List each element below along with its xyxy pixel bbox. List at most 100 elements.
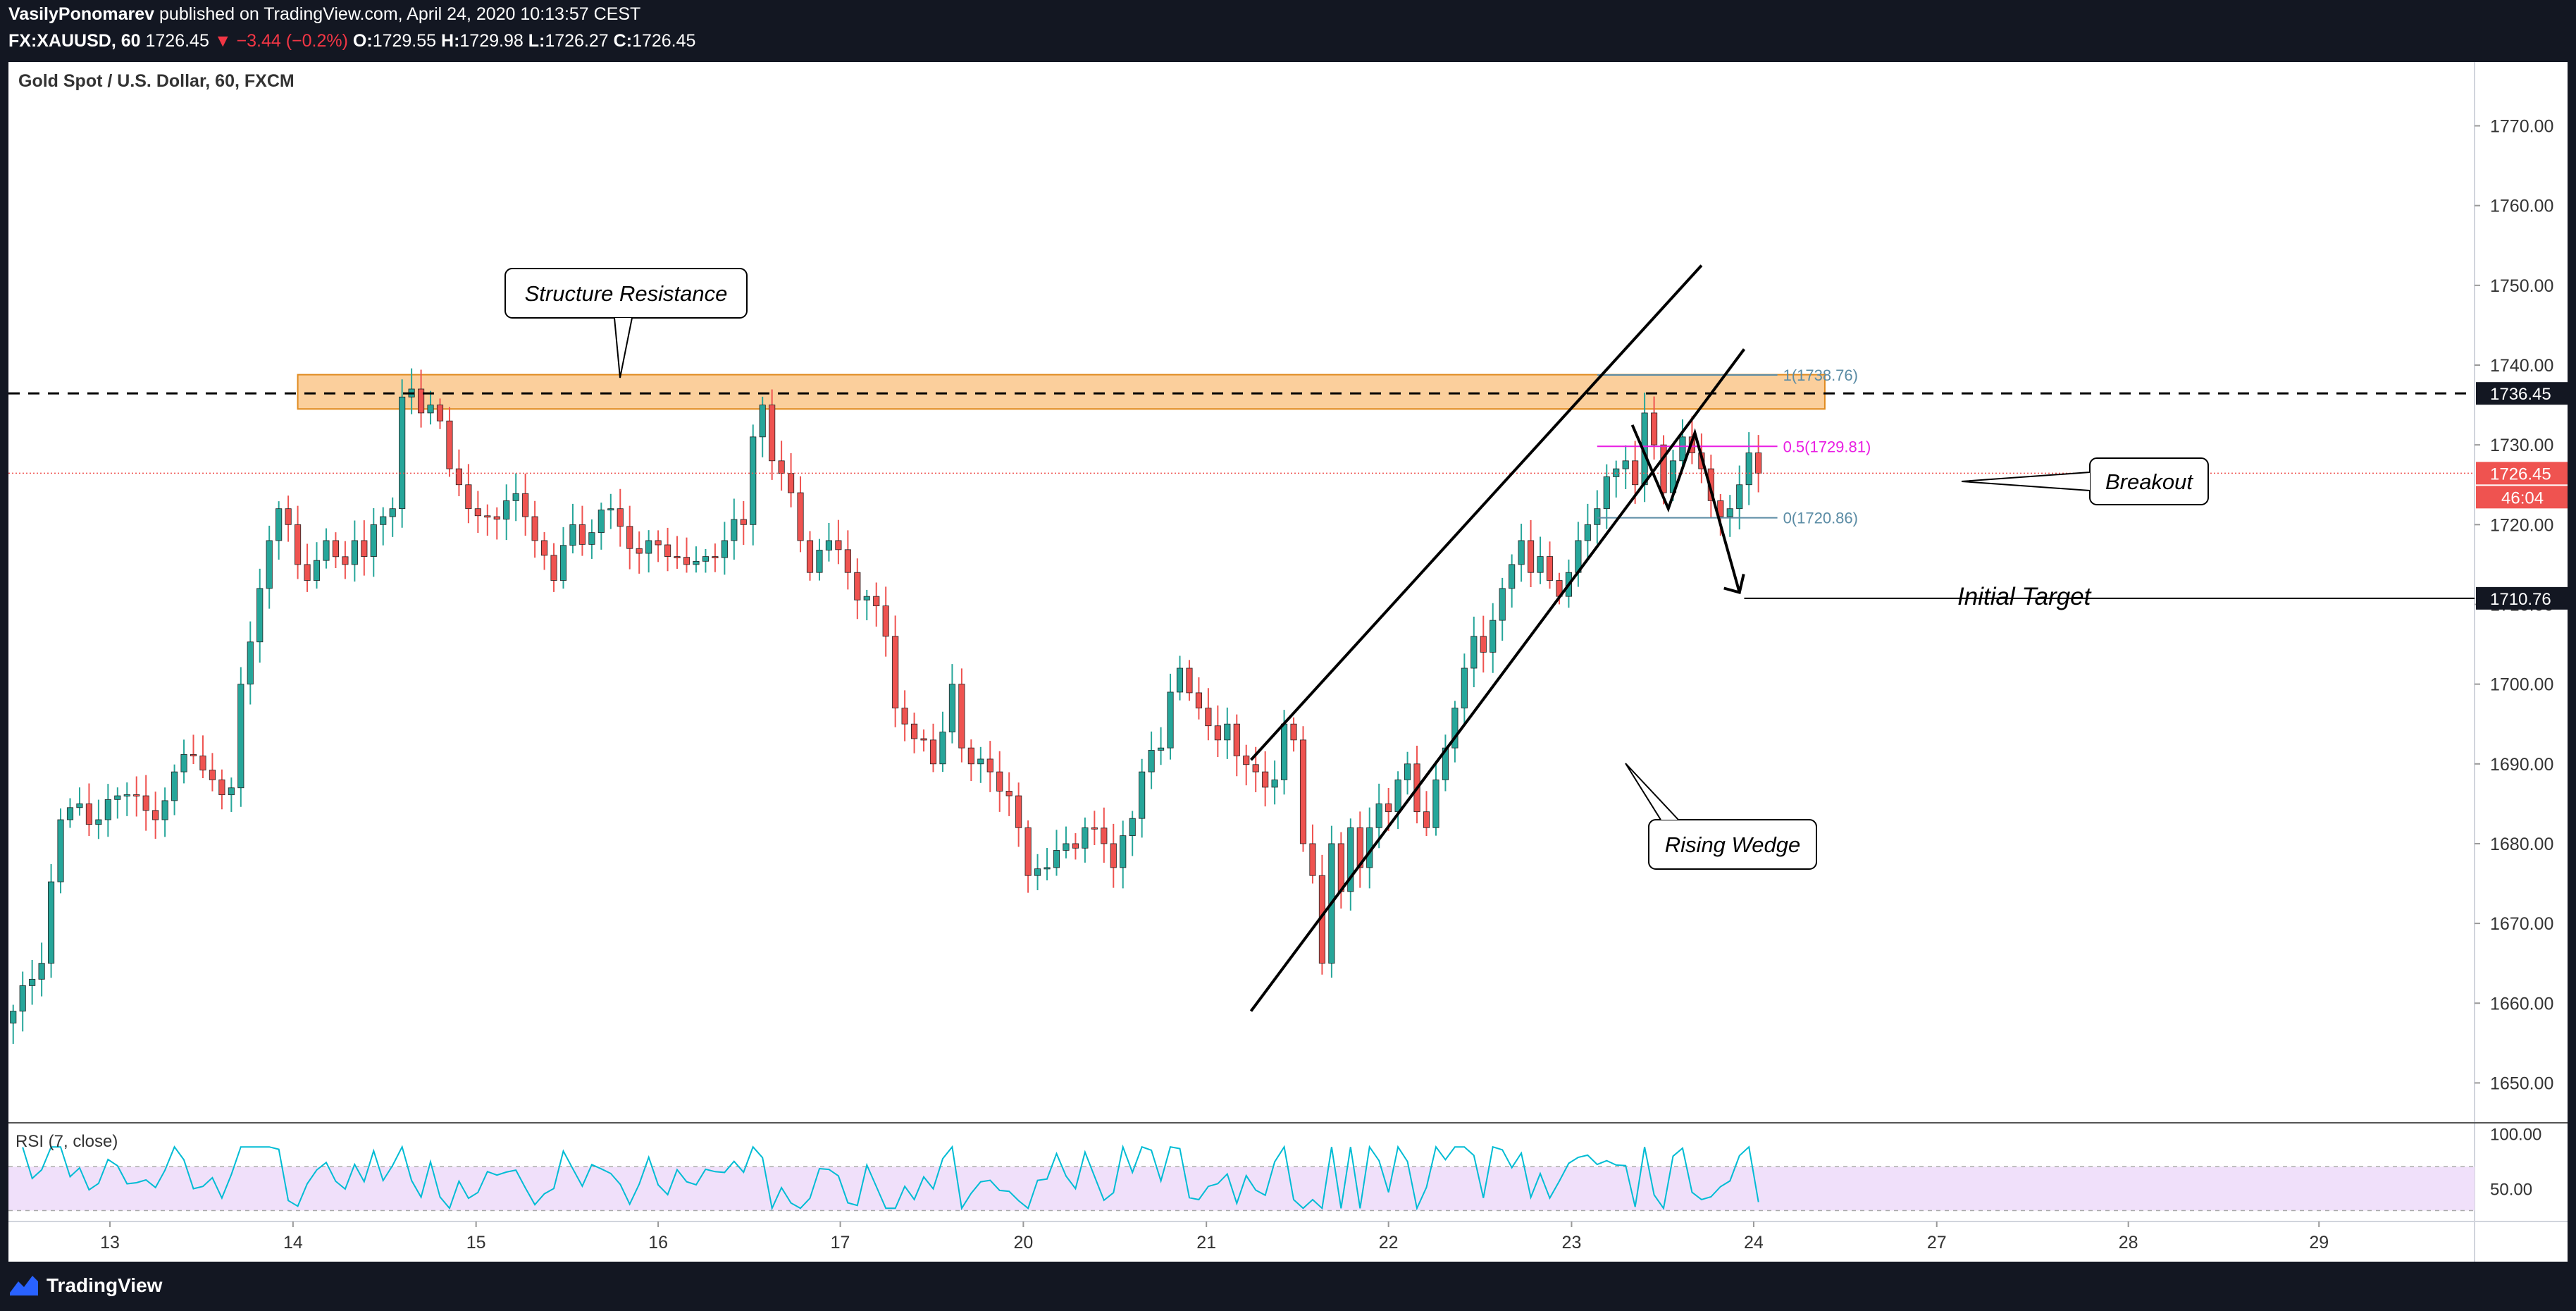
candle-body: [892, 636, 899, 708]
rising-wedge-text: Rising Wedge: [1665, 832, 1800, 857]
fib-level-label: 0(1720.86): [1783, 510, 1858, 527]
structure-resistance-pointer: [614, 317, 633, 378]
candle-body: [1005, 791, 1013, 796]
candle-body: [1461, 667, 1468, 708]
chart-area[interactable]: Gold Spot / U.S. Dollar, 60, FXCM 1650.00…: [8, 62, 2568, 1262]
candle-body: [465, 484, 472, 510]
x-tick-label: 17: [831, 1233, 850, 1252]
candle-body: [1158, 747, 1165, 751]
current-price-tag-bg: [2476, 462, 2568, 485]
low-value: 1726.27: [545, 31, 609, 51]
candle-body: [171, 771, 178, 801]
price-chart[interactable]: Gold Spot / U.S. Dollar, 60, FXCM1650.00…: [8, 62, 2568, 1262]
candle-body: [209, 770, 216, 780]
x-tick-label: 22: [1379, 1233, 1399, 1252]
candle-body: [986, 758, 993, 773]
y-tick-label: 1700.00: [2490, 675, 2553, 695]
open-label: O:: [352, 31, 373, 51]
high-value: 1729.98: [459, 31, 524, 51]
candle-body: [769, 405, 776, 462]
candle-body: [180, 753, 187, 773]
candle-body: [882, 605, 889, 637]
candle-body: [1423, 811, 1430, 828]
candle-body: [1214, 725, 1221, 741]
candle-body: [740, 519, 747, 525]
candle-body: [693, 560, 700, 565]
candle-body: [1404, 763, 1411, 780]
candle-body: [57, 819, 64, 882]
candle-body: [683, 557, 691, 565]
candle-body: [854, 572, 861, 601]
candle-body: [645, 540, 652, 554]
candle-body: [1537, 556, 1544, 573]
open-value: 1729.55: [372, 31, 437, 51]
structure-resistance-text: Structure Resistance: [525, 281, 728, 306]
candle-body: [863, 596, 870, 601]
candle-body: [1356, 827, 1363, 868]
candle-body: [750, 436, 757, 525]
candle-body: [1120, 835, 1127, 868]
candle-body: [1470, 636, 1478, 669]
candle-body: [835, 540, 842, 550]
candle-body: [958, 684, 965, 749]
x-tick-label: 13: [100, 1233, 120, 1252]
candle-body: [1072, 843, 1079, 849]
author-name[interactable]: VasilyPonomarev: [8, 4, 155, 24]
y-tick-label: 1650.00: [2490, 1073, 2553, 1093]
candles-group: [10, 368, 1762, 1044]
candle-body: [721, 540, 728, 558]
candle-body: [1451, 708, 1459, 749]
candle-body: [247, 641, 254, 685]
candle-body: [1528, 540, 1535, 573]
x-tick-label: 24: [1744, 1233, 1764, 1252]
candle-body: [1243, 756, 1250, 765]
candle-body: [313, 560, 321, 581]
candle-body: [95, 819, 102, 825]
candle-body: [977, 758, 984, 765]
candle-body: [436, 405, 444, 421]
y-tick-label: 1670.00: [2490, 914, 2553, 934]
candle-body: [323, 540, 330, 561]
candle-body: [484, 515, 491, 518]
y-tick-label: 1750.00: [2490, 276, 2553, 296]
fib-level-label: 1(1738.76): [1783, 367, 1858, 384]
breakout-text: Breakout: [2105, 469, 2193, 494]
candle-body: [1053, 850, 1060, 868]
candle-body: [1679, 436, 1686, 462]
candle-body: [1262, 771, 1269, 788]
candle-body: [731, 519, 738, 541]
x-tick-label: 21: [1196, 1233, 1216, 1252]
candle-body: [541, 540, 548, 556]
close-value: 1726.45: [632, 31, 696, 51]
candle-body: [1509, 564, 1516, 589]
candle-body: [114, 795, 121, 800]
candle-body: [873, 596, 880, 607]
tradingview-brand: TradingView: [47, 1274, 163, 1296]
candle-body: [1594, 508, 1601, 525]
candle-body: [446, 420, 453, 469]
candle-body: [512, 493, 519, 501]
low-label: L:: [528, 31, 545, 51]
candle-body: [636, 548, 643, 554]
close-label: C:: [613, 31, 633, 51]
candle-body: [1480, 636, 1487, 653]
rsi-tick-label: 100.00: [2490, 1126, 2541, 1145]
top-bar: VasilyPonomarev published on TradingView…: [0, 0, 2576, 62]
candle-body: [1736, 484, 1743, 510]
x-tick-label: 27: [1927, 1233, 1947, 1252]
rising-wedge-pointer: [1625, 763, 1679, 820]
y-tick-label: 1720.00: [2490, 515, 2553, 535]
candle-body: [76, 803, 83, 808]
candle-body: [929, 739, 937, 765]
published-text: published on TradingView.com, April 24, …: [159, 4, 641, 24]
candle-body: [389, 508, 396, 517]
candle-body: [418, 388, 425, 414]
y-tick-label: 1760.00: [2490, 197, 2553, 216]
candle-body: [427, 405, 434, 414]
candle-body: [1167, 691, 1174, 749]
candle-body: [1281, 723, 1288, 780]
x-tick-label: 28: [2119, 1233, 2138, 1252]
rsi-tick-label: 50.00: [2490, 1180, 2532, 1199]
x-tick-label: 20: [1013, 1233, 1033, 1252]
candle-body: [85, 803, 92, 825]
